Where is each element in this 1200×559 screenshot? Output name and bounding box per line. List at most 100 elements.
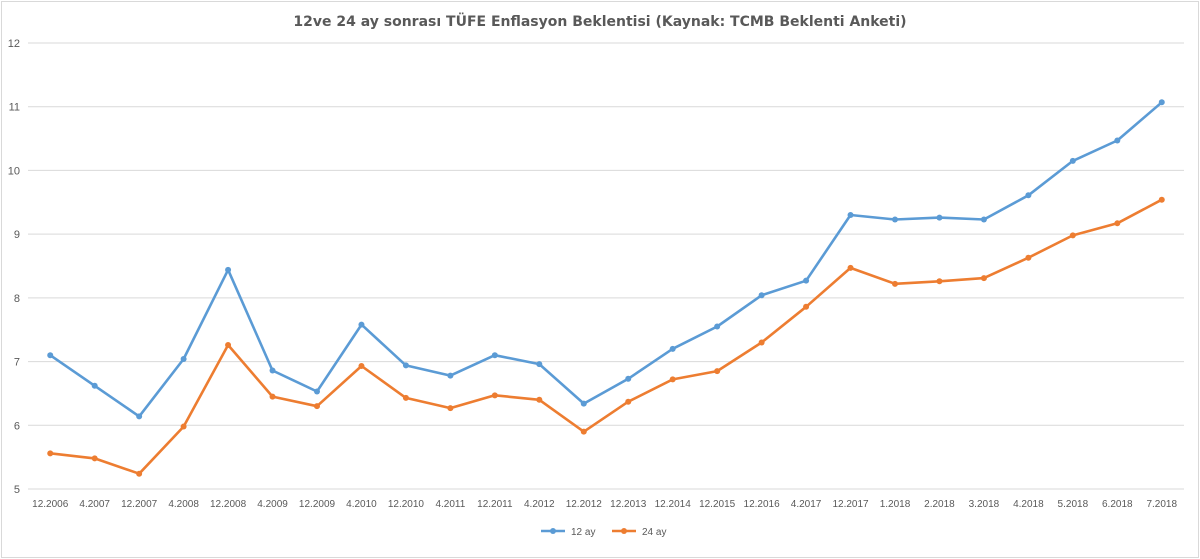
x-tick-label: 12.2008 [210, 499, 247, 510]
legend-item: 24 ay [612, 527, 666, 538]
data-point [669, 345, 676, 352]
legend-item: 12 ay [541, 527, 595, 538]
y-tick-label: 12 [8, 38, 20, 50]
data-point [1158, 99, 1165, 106]
x-tick-label: 3.2018 [969, 499, 1000, 510]
data-point [758, 339, 765, 346]
legend-marker [550, 528, 556, 534]
x-tick-label: 12.2006 [32, 499, 69, 510]
data-point [803, 303, 810, 310]
legend-label: 24 ay [642, 527, 666, 538]
x-tick-label: 2.2018 [924, 499, 955, 510]
data-point [714, 368, 721, 375]
x-tick-label: 12.2011 [477, 499, 513, 510]
data-point [936, 214, 943, 221]
data-point [314, 403, 320, 410]
data-point [625, 375, 632, 382]
x-tick-label: 12.2016 [744, 499, 781, 510]
y-axis: 5 6 7 8 9 10 11 12 [8, 38, 20, 496]
series-line [48, 101, 1164, 418]
data-point [580, 400, 587, 407]
x-tick-label: 12.2014 [655, 499, 692, 510]
data-point [447, 372, 454, 379]
data-point [136, 413, 143, 420]
x-tick-label: 12.2012 [566, 499, 603, 510]
x-tick-label: 7.2018 [1146, 499, 1177, 510]
legend: 12 ay 24 ay [541, 527, 666, 538]
data-point [269, 367, 276, 374]
x-tick-label: 4.2018 [1013, 499, 1044, 510]
data-point [447, 405, 454, 412]
chart-title: 12ve 24 ay sonrası TÜFE Enflasyon Beklen… [293, 12, 906, 30]
x-axis: 12.2006 4.2007 12.2007 4.2008 12.2008 4.2009 1… [32, 499, 1177, 510]
series-line [48, 198, 1164, 476]
data-point [314, 388, 320, 395]
y-tick-label: 6 [14, 420, 20, 432]
data-point [358, 321, 365, 328]
data-point [892, 280, 898, 287]
data-point [1158, 196, 1165, 203]
data-point [180, 356, 187, 363]
data-point [491, 392, 498, 399]
x-tick-label: 4.2011 [435, 499, 465, 510]
x-tick-label: 5.2018 [1058, 499, 1089, 510]
x-tick-label: 12.2017 [832, 499, 869, 510]
x-tick-label: 1.2018 [880, 499, 911, 510]
data-point [580, 428, 587, 435]
x-tick-label: 12.2009 [299, 499, 336, 510]
data-point [892, 216, 898, 223]
data-point [980, 275, 987, 282]
data-point [136, 470, 143, 477]
data-point [536, 361, 543, 368]
x-tick-label: 12.2010 [388, 499, 425, 510]
data-point [980, 216, 987, 223]
x-tick-label: 12.2007 [121, 499, 158, 510]
data-point [669, 376, 676, 383]
data-point [1025, 192, 1032, 199]
x-tick-label: 12.2015 [699, 499, 736, 510]
data-point [1114, 220, 1121, 227]
data-point [225, 342, 232, 349]
legend-label: 12 ay [571, 527, 595, 538]
data-point [47, 450, 54, 457]
data-point [225, 266, 232, 273]
y-tick-label: 11 [9, 102, 20, 114]
data-point [491, 352, 498, 359]
data-point [358, 363, 365, 370]
y-tick-label: 10 [8, 165, 20, 177]
data-point [714, 323, 721, 330]
x-tick-label: 4.2009 [257, 499, 288, 510]
x-tick-label: 4.2007 [79, 499, 110, 510]
x-tick-label: 4.2012 [524, 499, 555, 510]
y-tick-label: 7 [14, 357, 20, 369]
data-point [180, 423, 187, 430]
data-point [936, 278, 943, 285]
data-point [402, 362, 409, 369]
data-point [758, 292, 765, 299]
data-point [91, 382, 98, 389]
legend-marker [621, 528, 627, 534]
data-point [1025, 254, 1032, 261]
data-point [847, 212, 854, 219]
x-tick-label: 12.2013 [610, 499, 647, 510]
series-24-ay [47, 196, 1165, 477]
x-tick-label: 6.2018 [1102, 499, 1133, 510]
x-tick-label: 4.2008 [168, 499, 199, 510]
plot-series [47, 99, 1165, 477]
data-point [1069, 232, 1076, 239]
y-tick-label: 9 [14, 229, 20, 241]
gridlines [28, 42, 1184, 490]
data-point [536, 396, 543, 403]
series-12-ay [47, 99, 1165, 420]
data-point [269, 393, 276, 400]
data-point [1114, 137, 1121, 144]
data-point [847, 264, 854, 271]
data-point [47, 352, 54, 359]
data-point [625, 398, 632, 405]
data-point [402, 394, 409, 401]
data-point [1069, 157, 1076, 164]
data-point [803, 277, 810, 284]
x-tick-label: 4.2017 [791, 499, 822, 510]
